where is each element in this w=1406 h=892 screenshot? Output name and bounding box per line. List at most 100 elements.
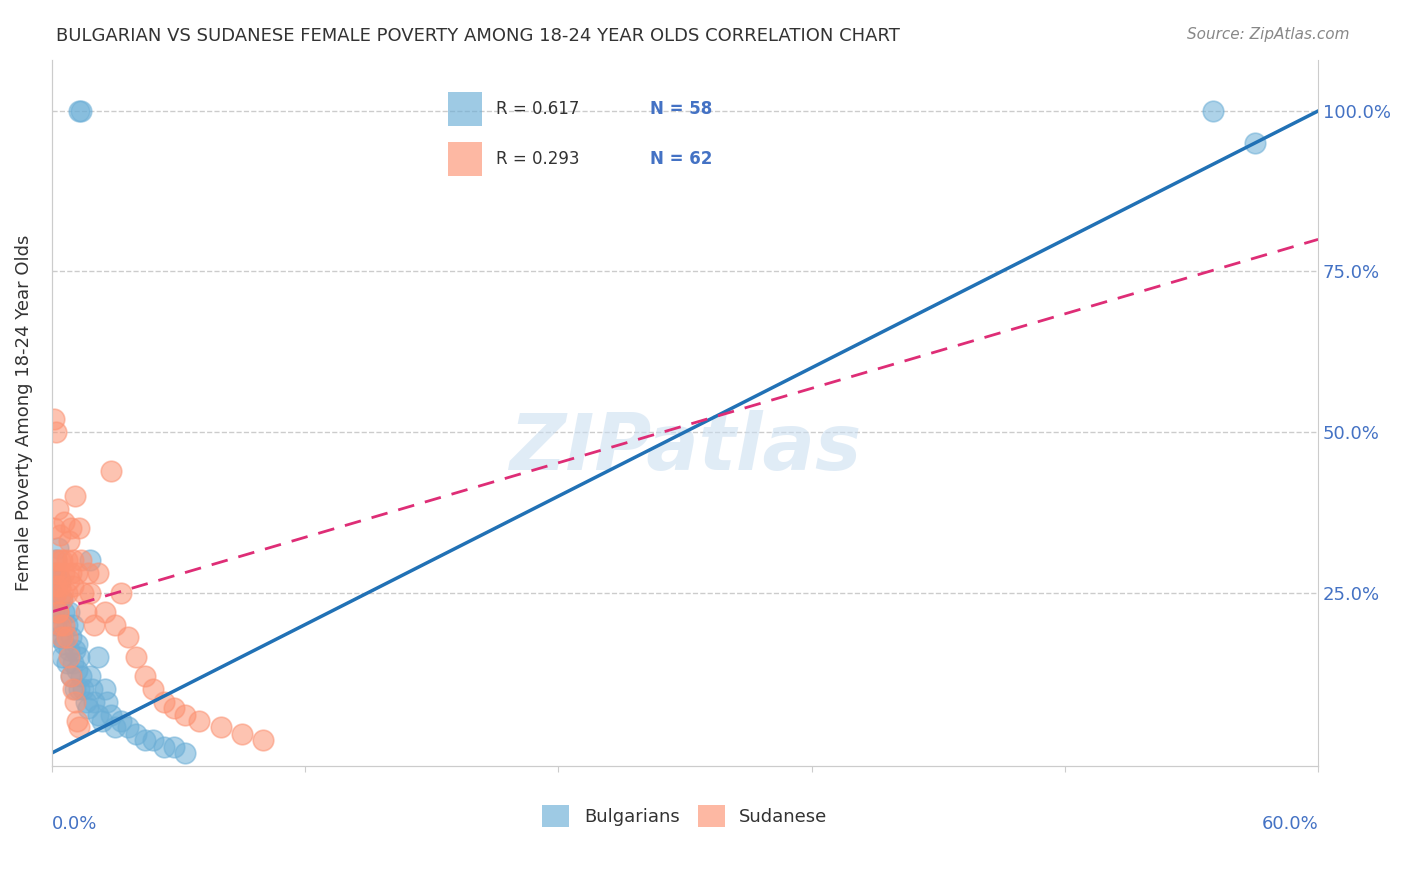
Point	[58, 643, 80, 657]
Point	[59, 669, 82, 683]
Point	[152, 739, 174, 754]
Point	[59, 521, 82, 535]
Point	[87, 707, 110, 722]
Point	[79, 585, 101, 599]
Point	[45, 553, 67, 567]
Point	[42, 521, 65, 535]
Point	[58, 573, 80, 587]
Point	[45, 579, 67, 593]
Point	[72, 585, 94, 599]
Point	[66, 637, 89, 651]
Point	[76, 701, 98, 715]
Point	[110, 585, 132, 599]
Point	[49, 527, 72, 541]
Point	[63, 489, 86, 503]
Point	[45, 585, 67, 599]
Point	[117, 631, 139, 645]
Point	[51, 591, 73, 606]
Y-axis label: Female Poverty Among 18-24 Year Olds: Female Poverty Among 18-24 Year Olds	[15, 235, 32, 591]
Point	[45, 553, 67, 567]
Point	[46, 541, 69, 555]
Point	[45, 425, 67, 439]
Point	[70, 669, 93, 683]
Point	[134, 669, 156, 683]
Point	[173, 707, 195, 722]
Point	[49, 553, 72, 567]
Point	[51, 631, 73, 645]
Point	[42, 605, 65, 619]
Point	[58, 534, 80, 549]
Point	[125, 727, 148, 741]
Point	[188, 714, 211, 728]
Point	[63, 695, 86, 709]
Point	[110, 714, 132, 728]
Point	[173, 746, 195, 760]
Point	[163, 739, 186, 754]
Point	[231, 727, 253, 741]
Point	[42, 566, 65, 581]
Point	[79, 553, 101, 567]
Point	[83, 695, 105, 709]
Point	[66, 714, 89, 728]
Point	[46, 566, 69, 581]
Point	[51, 591, 73, 606]
Point	[42, 566, 65, 581]
Point	[58, 649, 80, 664]
Point	[49, 591, 72, 606]
Text: 0.0%: 0.0%	[52, 815, 97, 833]
Point	[75, 605, 97, 619]
Point	[142, 681, 165, 696]
Point	[55, 617, 77, 632]
Point	[51, 631, 73, 645]
Point	[59, 566, 82, 581]
Point	[55, 585, 77, 599]
Point	[66, 566, 89, 581]
Point	[53, 605, 76, 619]
Point	[93, 681, 115, 696]
Point	[79, 669, 101, 683]
Point	[66, 663, 89, 677]
Point	[72, 681, 94, 696]
Point	[49, 617, 72, 632]
Point	[55, 553, 77, 567]
Point	[45, 617, 67, 632]
Point	[59, 669, 82, 683]
Point	[51, 553, 73, 567]
Text: ZIPatlas: ZIPatlas	[509, 410, 860, 486]
Point	[49, 579, 72, 593]
Point	[53, 515, 76, 529]
Point	[62, 681, 84, 696]
Point	[62, 553, 84, 567]
Point	[46, 605, 69, 619]
Text: 60.0%: 60.0%	[1261, 815, 1319, 833]
Point	[63, 643, 86, 657]
Point	[63, 681, 86, 696]
Point	[62, 579, 84, 593]
Point	[46, 502, 69, 516]
Point	[67, 521, 90, 535]
Point	[100, 707, 122, 722]
Text: Source: ZipAtlas.com: Source: ZipAtlas.com	[1187, 27, 1350, 42]
Point	[70, 553, 93, 567]
Point	[75, 695, 97, 709]
Point	[117, 720, 139, 734]
Point	[51, 585, 73, 599]
Point	[67, 720, 90, 734]
Point	[42, 412, 65, 426]
Point	[152, 695, 174, 709]
Point	[70, 103, 93, 118]
Point	[45, 585, 67, 599]
Point	[55, 656, 77, 670]
Point	[87, 649, 110, 664]
Point	[49, 573, 72, 587]
Point	[53, 566, 76, 581]
Point	[76, 566, 98, 581]
Point	[1243, 136, 1265, 150]
Point	[163, 701, 186, 715]
Point	[83, 617, 105, 632]
Point	[91, 714, 114, 728]
Point	[51, 649, 73, 664]
Point	[59, 631, 82, 645]
Point	[80, 681, 103, 696]
Point	[67, 103, 90, 118]
